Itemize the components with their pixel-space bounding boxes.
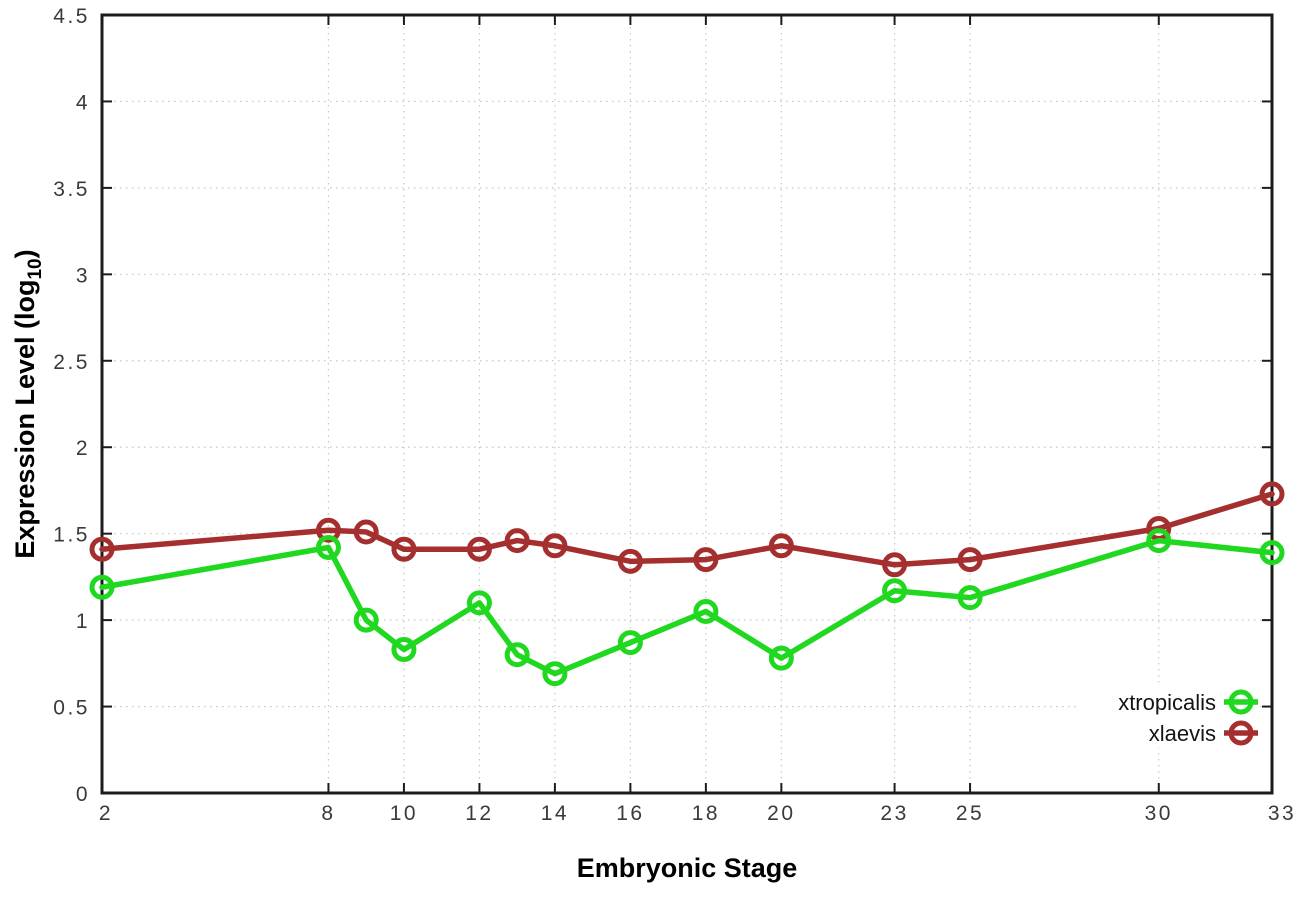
xtropicalis-marker (693, 598, 719, 624)
legend-label-xtropicalis: xtropicalis (1118, 690, 1216, 715)
y-axis-title: Expression Level (log10) (10, 249, 46, 558)
xtropicalis-marker (353, 607, 379, 633)
xlaevis-marker (391, 536, 417, 562)
xtropicalis-marker (391, 637, 417, 663)
xlaevis-marker (882, 552, 908, 578)
y-tick-label: 1.5 (53, 524, 90, 547)
xlaevis-marker (315, 517, 341, 543)
legend: xtropicalis xlaevis (1076, 684, 1258, 748)
y-tick-label: 2 (76, 437, 90, 460)
x-axis-title: Embryonic Stage (577, 853, 798, 883)
legend-marker-xtropicalis (1228, 689, 1254, 715)
y-tick-label: 0 (76, 783, 90, 806)
xlaevis-marker (1259, 481, 1285, 507)
xtropicalis-marker (466, 590, 492, 616)
y-axis-title-subscript: 10 (25, 258, 46, 279)
y-axis-title-end: ) (10, 249, 40, 258)
xlaevis-marker (466, 536, 492, 562)
y-tick-label: 0.5 (53, 697, 90, 720)
x-tick-label: 10 (390, 802, 418, 825)
x-tick-label: 8 (321, 802, 335, 825)
x-tick-label: 20 (767, 802, 795, 825)
xlaevis-marker (504, 528, 530, 554)
x-tick-label: 14 (541, 802, 569, 825)
xlaevis-marker (542, 533, 568, 559)
grid-lines (102, 15, 1272, 793)
xtropicalis-marker (768, 645, 794, 671)
x-tick-label: 12 (465, 802, 493, 825)
xlaevis-marker (768, 533, 794, 559)
legend-background (1076, 684, 1258, 748)
y-tick-label: 4 (76, 91, 90, 114)
xtropicalis-marker (542, 661, 568, 687)
xtropicalis-marker (315, 534, 341, 560)
y-axis-title-main: Expression Level (log (10, 280, 40, 559)
plot-box (100, 13, 1274, 795)
y-tick-label: 2.5 (53, 351, 90, 374)
xtropicalis-marker (617, 630, 643, 656)
x-tick-label: 16 (616, 802, 644, 825)
x-tick-label: 33 (1268, 802, 1296, 825)
xlaevis-marker (617, 548, 643, 574)
xtropicalis-marker (89, 574, 115, 600)
y-tick-label: 3 (76, 264, 90, 287)
xtropicalis-marker (957, 585, 983, 611)
xtropicalis-marker (1146, 528, 1172, 554)
xlaevis-marker (89, 536, 115, 562)
series-xtropicalis-markers (89, 528, 1285, 687)
data-series (89, 481, 1285, 687)
xlaevis-marker (693, 547, 719, 573)
axis-tick-labels: 2 8 10 12 14 16 18 20 23 25 30 33 0 0.5 1 1.5 2 2.5 3 3.5 4 4… (53, 5, 1296, 825)
xtropicalis-marker (504, 642, 530, 668)
axis-ticks (101, 14, 1273, 794)
x-tick-label: 23 (880, 802, 908, 825)
x-tick-label: 25 (956, 802, 984, 825)
x-tick-label: 30 (1145, 802, 1173, 825)
y-tick-label: 3.5 (53, 178, 90, 201)
series-xlaevis-line (99, 491, 1275, 568)
xlaevis-marker (957, 547, 983, 573)
xtropicalis-marker (882, 578, 908, 604)
legend-marker-xlaevis (1228, 720, 1254, 746)
y-tick-label: 4.5 (53, 5, 90, 28)
x-tick-label: 2 (99, 802, 113, 825)
series-xlaevis-markers (89, 481, 1285, 578)
xtropicalis-marker (1259, 540, 1285, 566)
y-tick-label: 1 (76, 610, 90, 633)
xlaevis-marker (353, 519, 379, 545)
x-tick-label: 18 (692, 802, 720, 825)
plot-border (100, 13, 1274, 795)
legend-label-xlaevis: xlaevis (1149, 721, 1216, 746)
